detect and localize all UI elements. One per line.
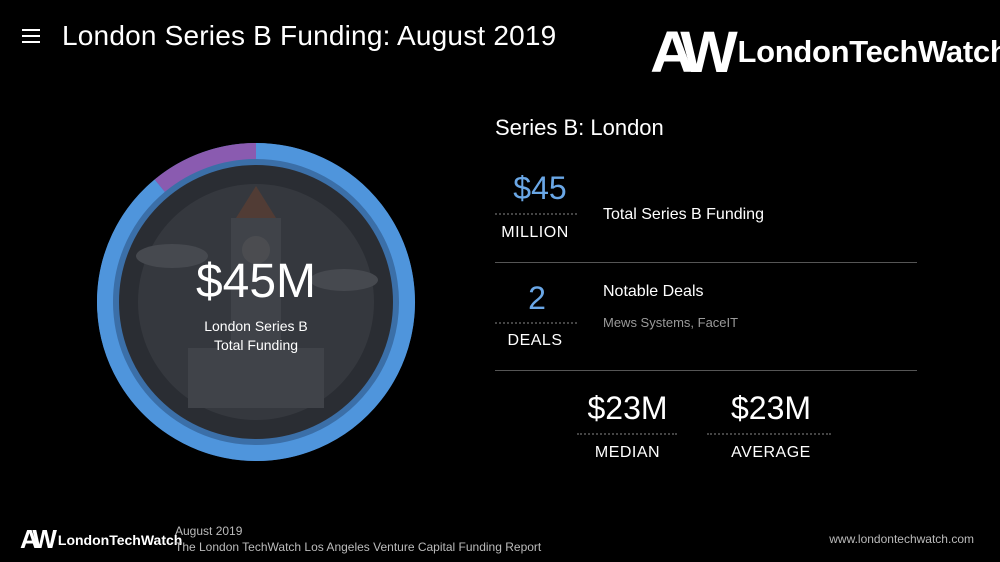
page-title: London Series B Funding: August 2019 (62, 20, 557, 51)
section-title: Series B: London (495, 115, 664, 140)
average-dots (707, 433, 831, 435)
brand-logo: AW LondonTechWatch (650, 20, 1000, 85)
logo-wordmark: LondonTechWatch (737, 34, 1000, 69)
footer-url[interactable]: www.londontechwatch.com (829, 532, 974, 546)
total-dots (495, 213, 577, 215)
average-value: $23M (730, 390, 812, 426)
donut-label-line2: Total Funding (213, 337, 299, 353)
big-ben-illustration (136, 184, 378, 420)
deals-companies: Mews Systems, FaceIT (603, 315, 739, 330)
deals-value: 2 (528, 280, 546, 316)
deals-description: Notable Deals (603, 283, 704, 300)
donut-segment-1 (154, 143, 257, 192)
divider (495, 370, 917, 371)
logo-mark: AW (650, 19, 738, 85)
median-unit: MEDIAN (594, 444, 661, 461)
donut-graphic (97, 143, 415, 461)
footer-date: August 2019 (175, 524, 243, 538)
divider (495, 262, 917, 263)
average-unit: AVERAGE (731, 444, 811, 461)
donut-center-value: $45M (195, 255, 317, 308)
footer-report-title: The London TechWatch Los Angeles Venture… (175, 540, 542, 554)
total-description: Total Series B Funding (603, 206, 764, 223)
total-value: $45 (513, 170, 567, 206)
footer-logo-wordmark: LondonTechWatch (57, 531, 183, 548)
median-dots (577, 433, 677, 435)
donut-label-line1: London Series B (204, 318, 308, 334)
donut-segment-0 (97, 143, 415, 461)
median-value: $23M (587, 390, 668, 426)
menu-icon[interactable] (22, 28, 40, 44)
total-unit: MILLION (501, 224, 569, 241)
footer-logo: AW LondonTechWatch (20, 524, 182, 555)
donut-segments (97, 143, 415, 461)
deals-unit: DEALS (507, 332, 563, 349)
funding-donut: $45M London Series B Total Funding (92, 138, 420, 466)
donut-inner-disc (108, 154, 404, 450)
footer-logo-mark: AW (20, 524, 57, 554)
deals-dots (495, 322, 577, 324)
